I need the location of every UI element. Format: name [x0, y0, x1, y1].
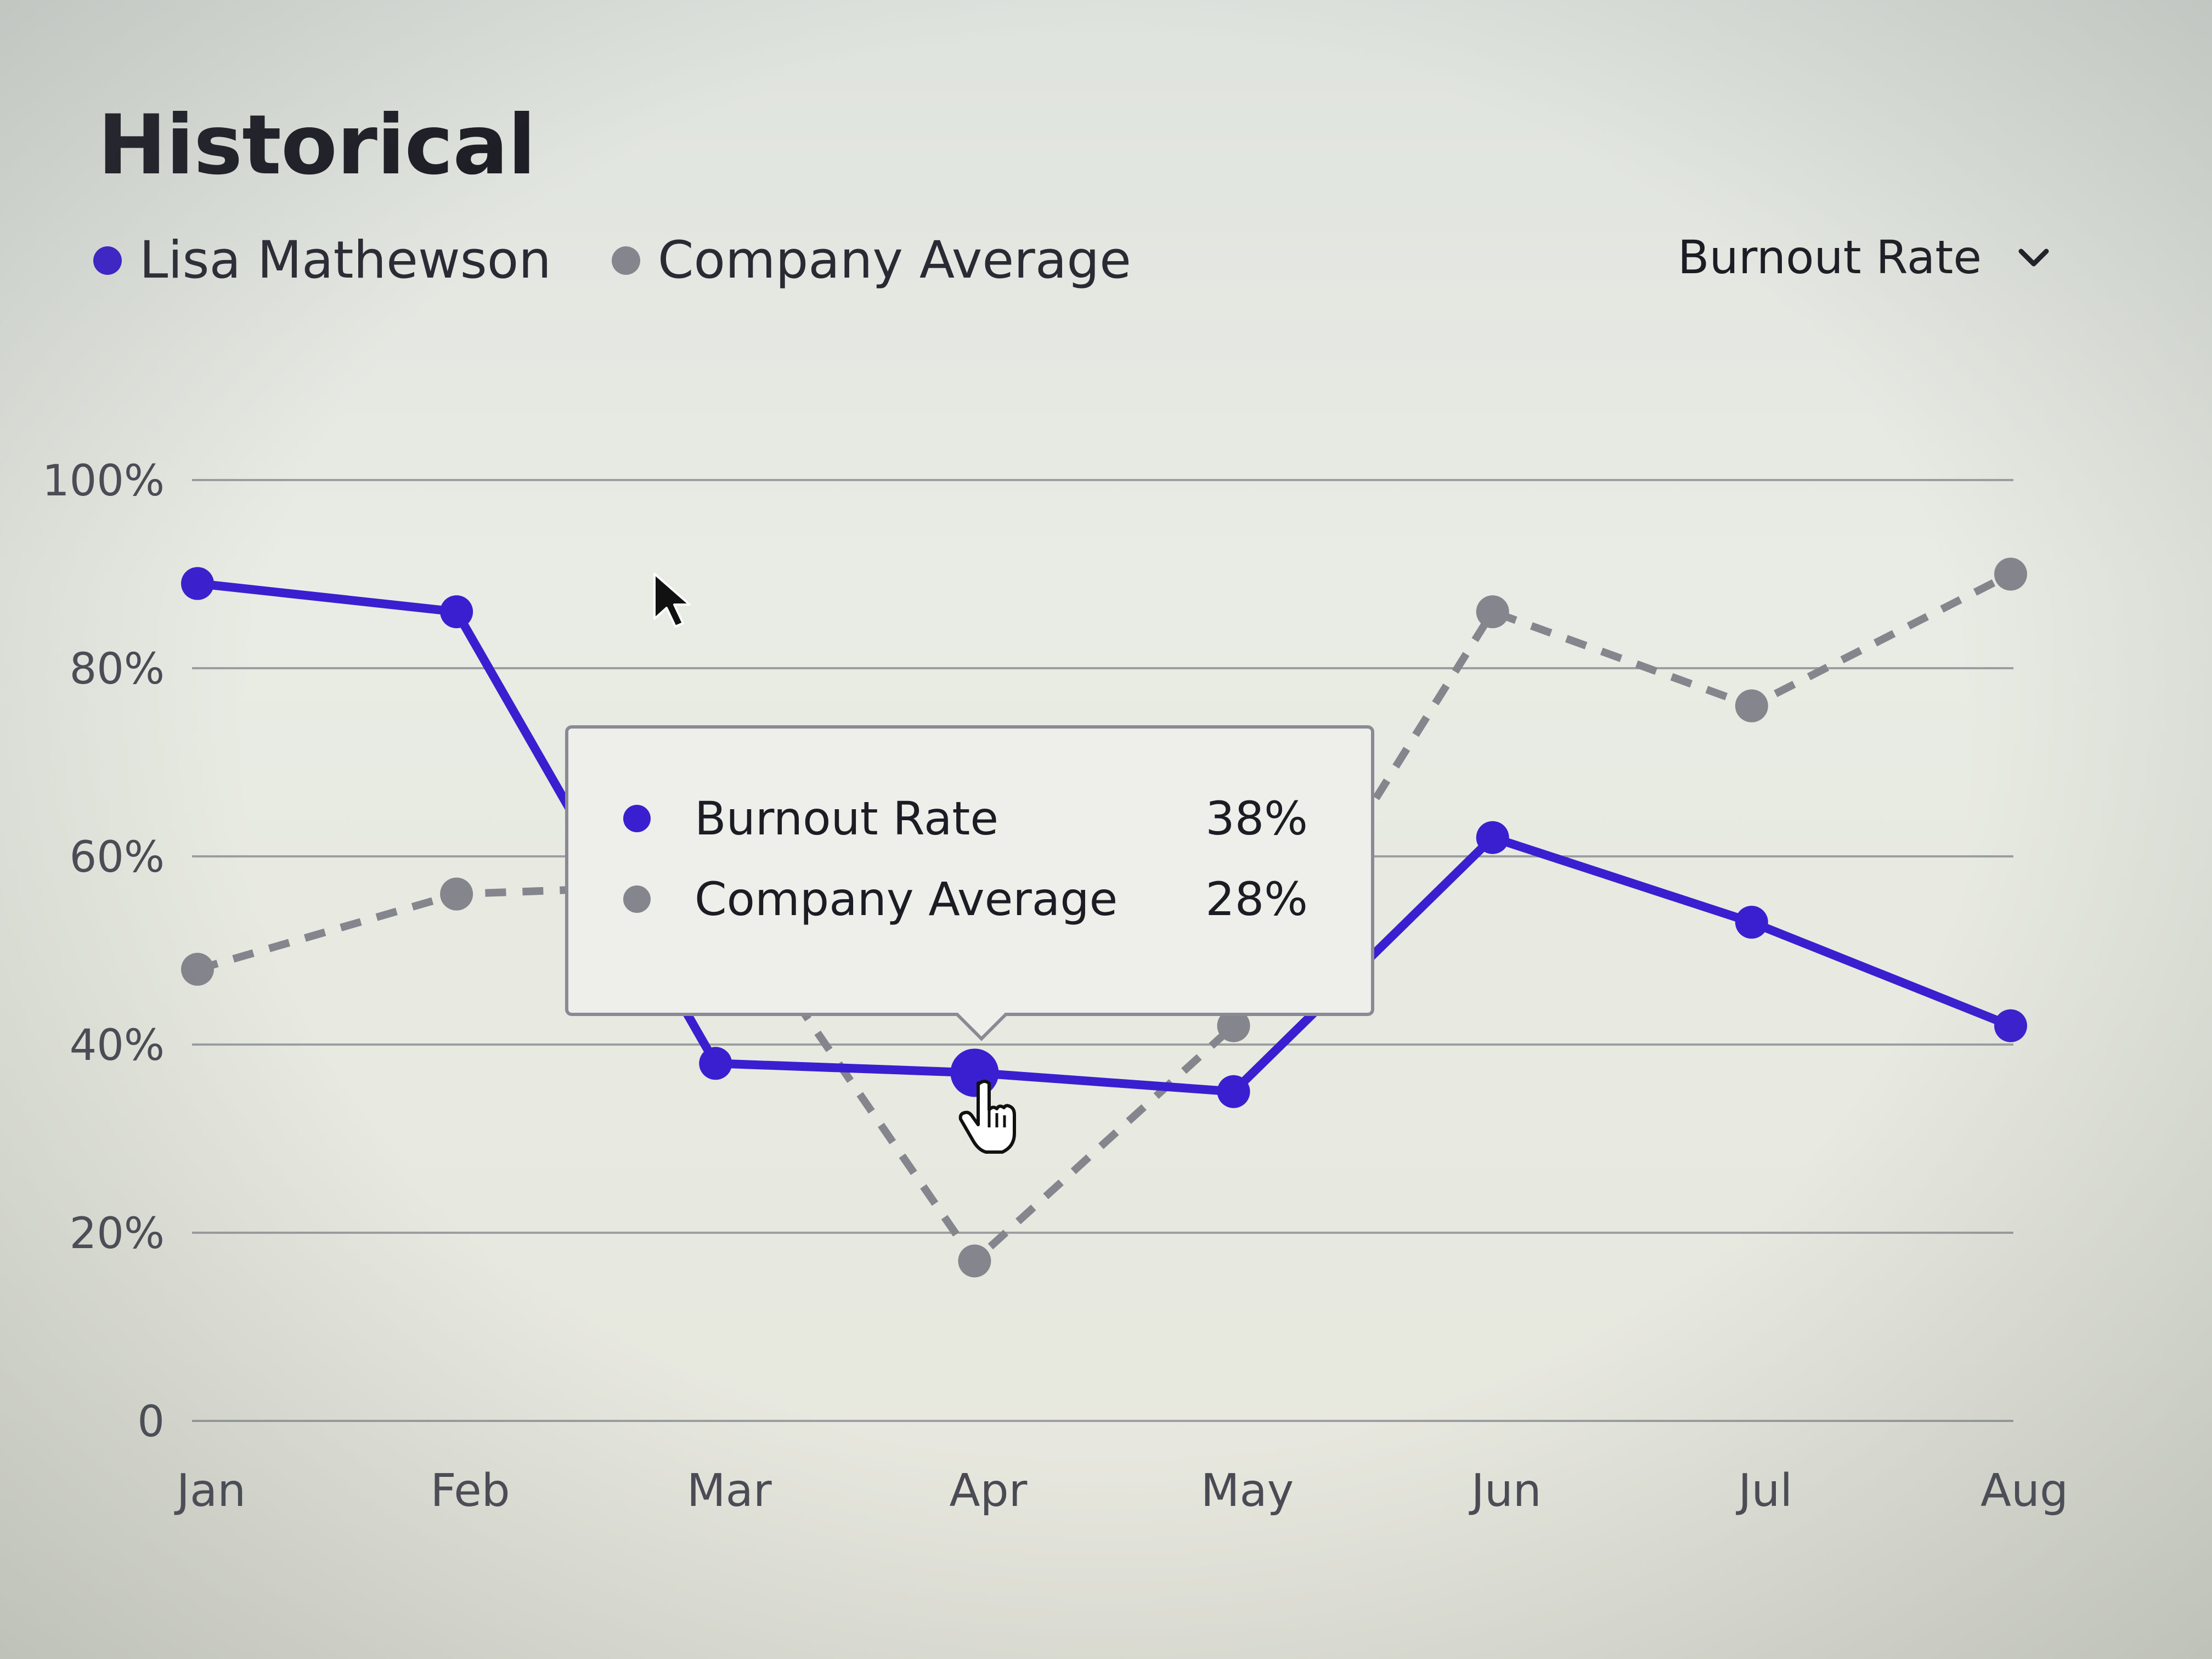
legend-dot-company	[611, 246, 640, 275]
tooltip-row-company: Company Average 28%	[623, 872, 1308, 926]
legend-item-lisa[interactable]: Lisa Mathewson	[93, 230, 551, 290]
data-point-1-aug	[1994, 557, 2027, 591]
mouse-pointer-icon	[653, 573, 691, 628]
x-tick-label: Aug	[1980, 1465, 2068, 1517]
legend-label-lisa: Lisa Mathewson	[139, 230, 551, 290]
data-point-0-mar	[699, 1047, 732, 1080]
hover-tooltip: Burnout Rate 38% Company Average 28%	[565, 725, 1374, 1016]
x-tick-label: Jul	[1735, 1465, 1792, 1517]
data-point-1-apr	[958, 1244, 991, 1278]
tooltip-value-company: 28%	[1205, 872, 1308, 926]
y-tick-label: 40%	[70, 1021, 165, 1070]
data-point-1-may	[1217, 1009, 1250, 1042]
chevron-down-icon	[2018, 249, 2049, 267]
data-point-1-jul	[1735, 689, 1768, 723]
gridlines	[192, 479, 2013, 1422]
data-point-0-aug	[1994, 1009, 2027, 1042]
series-line-0	[197, 579, 2012, 1096]
data-point-0-jul	[1735, 906, 1768, 939]
tooltip-dot-company	[623, 885, 651, 913]
x-tick-label: Apr	[949, 1465, 1027, 1517]
series-line-1	[196, 571, 2013, 1265]
tooltip-label-burnout: Burnout Rate	[695, 792, 999, 845]
y-axis-ticks: 0 20% 40% 60% 80% 100%	[42, 456, 165, 1447]
page-title: Historical	[98, 98, 536, 193]
data-point-0-jun	[1476, 821, 1509, 854]
data-point-1-feb	[440, 877, 473, 911]
data-point-0-feb	[440, 595, 473, 629]
data-point-0-may	[1217, 1075, 1250, 1108]
x-tick-label: May	[1201, 1465, 1294, 1517]
tooltip-dot-burnout	[623, 805, 651, 832]
x-axis-ticks: Jan Feb Mar Apr May Jun Jul Aug	[174, 1465, 2068, 1517]
data-point-1-jan	[181, 952, 214, 986]
legend-label-company: Company Average	[657, 230, 1131, 290]
x-tick-label: Mar	[687, 1465, 772, 1517]
y-tick-label: 20%	[70, 1209, 165, 1259]
tooltip-row-burnout: Burnout Rate 38%	[623, 792, 1308, 845]
legend-dot-lisa	[93, 246, 122, 275]
data-point-0-jan	[181, 567, 214, 600]
legend: Lisa Mathewson Company Average	[93, 230, 1192, 290]
hand-pointer-icon	[958, 1080, 1016, 1154]
x-tick-label: Jun	[1469, 1465, 1542, 1517]
y-tick-label: 80%	[70, 645, 165, 694]
y-tick-label: 60%	[70, 833, 165, 882]
x-tick-label: Jan	[174, 1465, 246, 1517]
y-tick-label: 100%	[42, 456, 165, 506]
x-tick-label: Feb	[431, 1465, 510, 1517]
series-lines	[196, 571, 2013, 1265]
tooltip-label-company: Company Average	[695, 872, 1118, 926]
y-tick-label: 0	[137, 1397, 165, 1447]
tooltip-value-burnout: 38%	[1205, 792, 1308, 845]
metric-dropdown[interactable]: Burnout Rate	[1678, 230, 2053, 284]
legend-item-company[interactable]: Company Average	[611, 230, 1131, 290]
metric-dropdown-label: Burnout Rate	[1677, 230, 1982, 284]
data-point-1-jun	[1476, 595, 1509, 629]
